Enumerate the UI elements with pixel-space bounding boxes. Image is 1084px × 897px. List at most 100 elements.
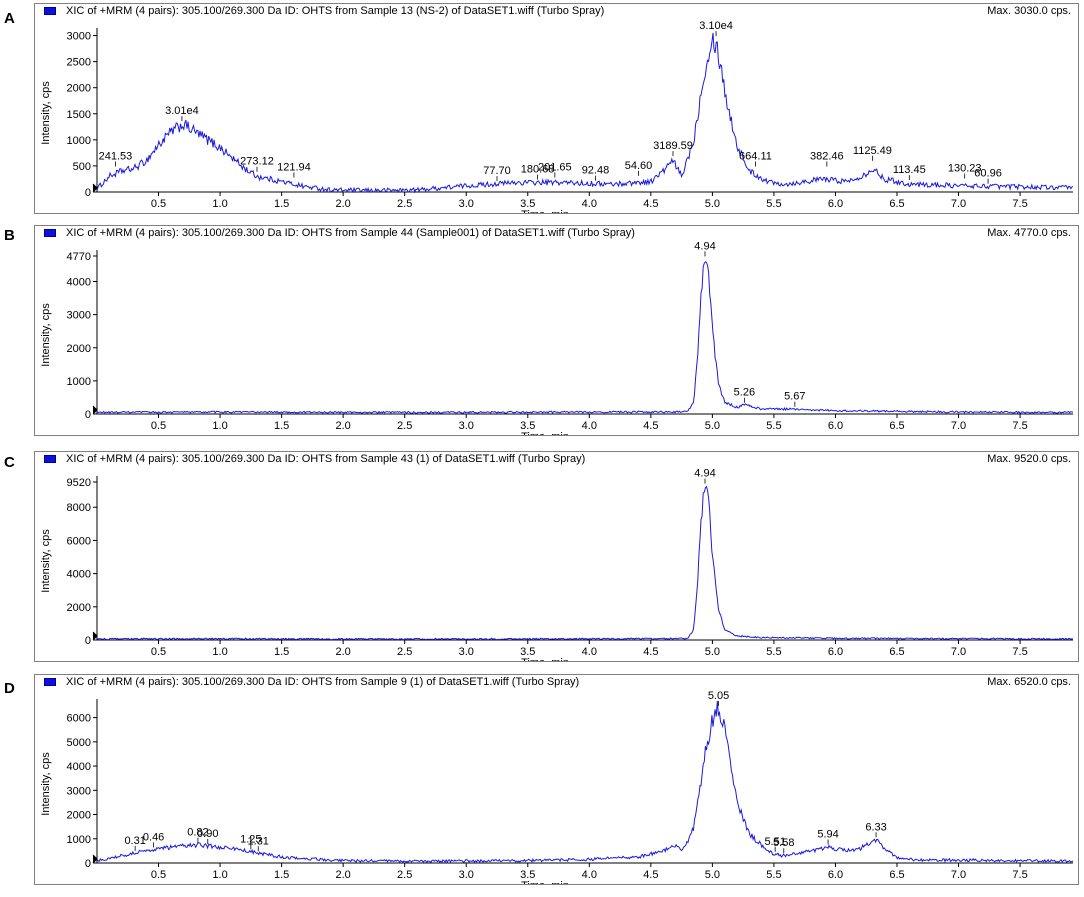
max-intensity: Max. 6520.0 cps.	[987, 676, 1071, 688]
y-tick-label: 2000	[67, 83, 91, 95]
x-tick-label: 7.0	[951, 869, 966, 881]
y-tick-label: 0	[85, 409, 91, 421]
y-tick-label: 0	[85, 635, 91, 647]
x-tick-label: 1.0	[212, 646, 227, 658]
x-tick-label: 5.5	[766, 646, 781, 658]
x-tick-label: 3.0	[459, 869, 474, 881]
x-tick-label: 3.0	[459, 646, 474, 658]
x-tick-label: 5.0	[705, 420, 720, 432]
x-tick-label: 0.5	[151, 869, 166, 881]
x-tick-label: 3.5	[520, 198, 535, 210]
y-tick-label: 4000	[67, 761, 91, 773]
y-tick-label: 8000	[67, 502, 91, 514]
panel-title: XIC of +MRM (4 pairs): 305.100/269.300 D…	[66, 453, 586, 465]
trace-legend-swatch[interactable]	[44, 678, 56, 686]
x-tick-label: 2.0	[336, 646, 351, 658]
max-intensity: Max. 9520.0 cps.	[987, 453, 1071, 465]
chromatogram-panel-c: XIC of +MRM (4 pairs): 305.100/269.300 D…	[34, 451, 1079, 662]
panel-header: XIC of +MRM (4 pairs): 305.100/269.300 D…	[35, 226, 1078, 242]
y-tick-label: 2000	[67, 602, 91, 614]
x-axis-label: Time, min	[521, 431, 569, 435]
peak-label: 92.48	[582, 165, 610, 177]
panel-label-a: A	[4, 10, 15, 27]
x-tick-label: 7.5	[1012, 646, 1027, 658]
panel-header: XIC of +MRM (4 pairs): 305.100/269.300 D…	[35, 452, 1078, 468]
peak-label: 5.58	[773, 837, 794, 849]
panel-title: XIC of +MRM (4 pairs): 305.100/269.300 D…	[66, 676, 580, 688]
x-tick-label: 1.5	[274, 420, 289, 432]
trace-legend-swatch[interactable]	[44, 7, 56, 15]
x-tick-label: 1.0	[212, 420, 227, 432]
origin-marker	[92, 854, 98, 864]
x-tick-label: 4.0	[582, 198, 597, 210]
x-tick-label: 7.5	[1012, 198, 1027, 210]
peak-label: 4.94	[694, 240, 715, 252]
peak-label: 60.96	[974, 168, 1002, 180]
y-tick-label: 3000	[67, 31, 91, 43]
x-tick-label: 6.0	[828, 420, 843, 432]
peak-label: 0.90	[197, 828, 218, 840]
chromatogram-plot[interactable]: 0 2000 4000 6000 8000 9520 0.5 1.0 1.5 2.0 2.5 3.0 3…	[35, 452, 1078, 661]
x-tick-label: 7.0	[951, 198, 966, 210]
x-tick-label: 1.5	[274, 646, 289, 658]
y-axis-label: Intensity, cps	[40, 752, 52, 816]
peak-label: 5.51	[764, 836, 785, 848]
y-tick-label: 4000	[67, 569, 91, 581]
y-tick-label: 6000	[67, 713, 91, 725]
x-tick-label: 3.5	[520, 420, 535, 432]
peak-label: 0.46	[143, 831, 164, 843]
x-tick-label: 4.0	[582, 646, 597, 658]
chromatogram-trace	[96, 32, 1074, 194]
x-tick-label: 4.5	[643, 198, 658, 210]
y-tick-label: 2000	[67, 343, 91, 355]
peak-label: 201.65	[538, 161, 572, 173]
x-tick-label: 6.0	[828, 198, 843, 210]
y-tick-label: 0	[85, 858, 91, 870]
y-tick-label: 1000	[67, 834, 91, 846]
x-tick-label: 5.5	[766, 198, 781, 210]
x-tick-label: 2.5	[397, 646, 412, 658]
x-tick-label: 0.5	[151, 646, 166, 658]
chromatogram-trace	[96, 485, 1074, 641]
chromatogram-panel-a: XIC of +MRM (4 pairs): 305.100/269.300 D…	[34, 3, 1079, 214]
peak-label: 5.05	[708, 690, 729, 702]
origin-marker	[92, 631, 98, 641]
peak-label: 4.94	[694, 468, 715, 480]
max-intensity: Max. 4770.0 cps.	[987, 227, 1071, 239]
peak-label: 54.60	[625, 160, 653, 172]
x-tick-label: 2.5	[397, 420, 412, 432]
peak-label: 1.31	[248, 835, 269, 847]
x-tick-label: 2.5	[397, 198, 412, 210]
x-tick-label: 1.5	[274, 869, 289, 881]
peak-label: 180.68	[521, 164, 555, 176]
x-tick-label: 7.5	[1012, 869, 1027, 881]
x-tick-label: 3.0	[459, 198, 474, 210]
x-tick-label: 5.0	[705, 869, 720, 881]
y-tick-label: 4000	[67, 277, 91, 289]
peak-label: 3189.59	[653, 140, 693, 152]
y-axis-label: Intensity, cps	[40, 81, 52, 145]
y-tick-label: 0	[85, 187, 91, 199]
x-tick-label: 6.5	[889, 420, 904, 432]
chromatogram-plot[interactable]: 0 1000 2000 3000 4000 5000 6000 0.5 1.0 1.5 2.0 2.5…	[35, 675, 1078, 884]
trace-legend-swatch[interactable]	[44, 455, 56, 463]
peak-label: 5.26	[734, 387, 755, 399]
panel-title: XIC of +MRM (4 pairs): 305.100/269.300 D…	[66, 5, 605, 17]
peak-label: 664.11	[739, 151, 772, 163]
chromatogram-plot[interactable]: 0 500 1000 1500 2000 2500 3000 0.5 1.0 1.5 2.0 2.5 3…	[35, 4, 1078, 213]
panel-header: XIC of +MRM (4 pairs): 305.100/269.300 D…	[35, 4, 1078, 20]
y-tick-label: 500	[73, 161, 91, 173]
trace-legend-swatch[interactable]	[44, 229, 56, 237]
x-tick-label: 5.0	[705, 198, 720, 210]
chromatogram-trace	[96, 701, 1074, 864]
peak-label: 1.25	[240, 833, 261, 845]
y-tick-label: 6000	[67, 535, 91, 547]
x-tick-label: 6.0	[828, 646, 843, 658]
x-tick-label: 1.5	[274, 198, 289, 210]
peak-label: 77.70	[483, 165, 511, 177]
y-tick-label: 1000	[67, 376, 91, 388]
chromatogram-panel-d: XIC of +MRM (4 pairs): 305.100/269.300 D…	[34, 674, 1079, 885]
chromatogram-plot[interactable]: 0 1000 2000 3000 4000 4770 0.5 1.0 1.5 2.0 2.5 3.0 3…	[35, 226, 1078, 435]
x-tick-label: 0.5	[151, 198, 166, 210]
chromatogram-panel-b: XIC of +MRM (4 pairs): 305.100/269.300 D…	[34, 225, 1079, 436]
